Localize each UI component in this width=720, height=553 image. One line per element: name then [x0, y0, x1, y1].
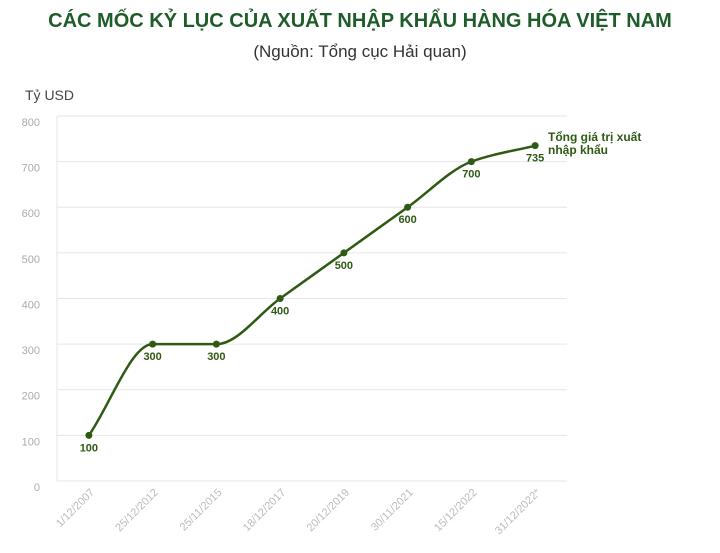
x-tick-label: 20/12/2019: [305, 487, 352, 534]
y-tick-label: 700: [22, 163, 40, 175]
data-label: 100: [80, 442, 98, 454]
point: [531, 142, 539, 150]
series-label: Tổng giá trị xuất nhập khẩu: [548, 130, 642, 157]
data-label: 600: [398, 214, 416, 226]
y-tick-label: 500: [22, 254, 40, 266]
y-tick-label: 100: [22, 436, 40, 448]
data-label: 300: [207, 351, 225, 363]
point: [467, 158, 475, 166]
y-tick-label: 600: [22, 208, 40, 220]
x-tick-label: 25/12/2012: [113, 487, 160, 534]
x-tick-label: 1/12/2007: [54, 487, 97, 530]
data-label: 700: [462, 169, 480, 181]
point: [404, 203, 412, 211]
data-label: 500: [335, 260, 353, 272]
y-tick-label: 400: [22, 299, 40, 311]
line: [87, 144, 536, 437]
point: [276, 295, 284, 302]
chart-subtitle: (Nguồn: Tổng cục Hải quan): [253, 42, 467, 61]
point: [212, 340, 220, 348]
y-tick-label: 300: [22, 345, 40, 357]
point: [85, 431, 93, 439]
point: [149, 340, 157, 348]
point: [340, 249, 348, 257]
x-tick-label: 25/11/2015: [178, 487, 225, 534]
x-tick-label: 30/11/2021: [369, 487, 416, 534]
x-tick-label: 15/12/2022: [432, 487, 479, 534]
y-axis-label: Tỷ USD: [25, 87, 74, 103]
data-label: 735: [526, 153, 544, 165]
y-tick-label: 800: [22, 117, 40, 129]
chart-title: CÁC MỐC KỶ LỤC CỦA XUẤT NHẬP KHẨU HÀNG H…: [48, 10, 672, 32]
y-tick-label: 200: [22, 391, 40, 403]
data-label: 400: [271, 305, 289, 317]
x-tick-label: 18/12/2017: [241, 487, 288, 534]
data-label: 300: [143, 351, 161, 363]
x-tick-label: 31/12/2022*: [493, 486, 544, 537]
y-tick-label: 0: [34, 482, 40, 494]
